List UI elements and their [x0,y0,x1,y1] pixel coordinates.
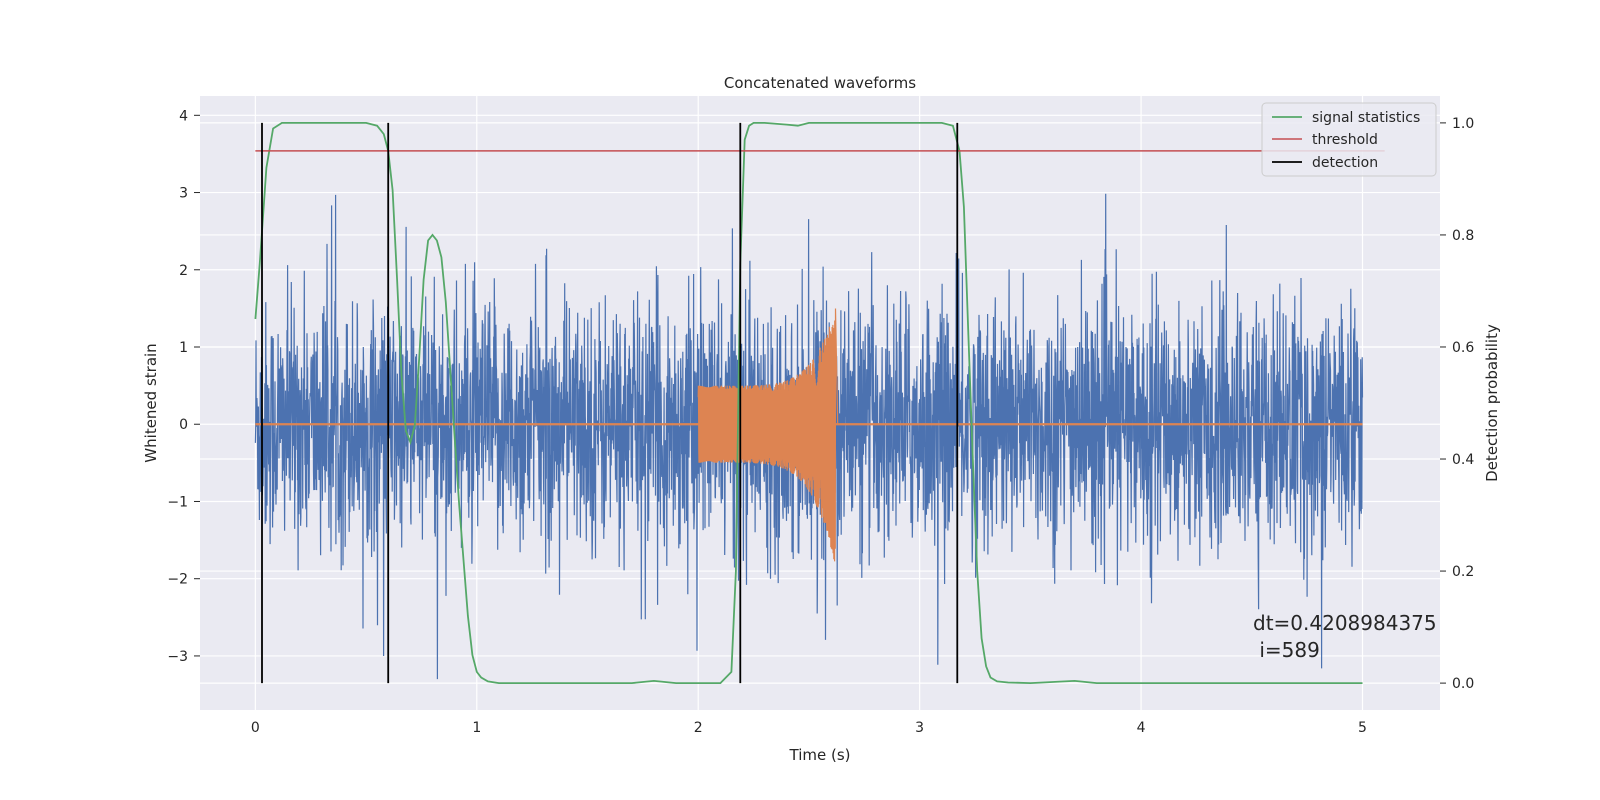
y-tick-label: 0 [179,417,188,433]
y-tick-label: 3 [179,186,188,202]
y-axis-label: Whitened strain [142,343,160,462]
x-tick-label: 3 [915,720,924,736]
y2-tick-label: 0.2 [1452,564,1474,580]
x-tick-label: 5 [1358,720,1367,736]
y-tick-label: −1 [167,494,188,510]
legend: signal statistics threshold detection [1261,102,1437,177]
chart-title: Concatenated waveforms [724,74,916,92]
annotation-index: i=589 [1253,638,1320,662]
y-tick-label: 4 [179,108,188,124]
y-axis-left: −3 −2 −1 0 1 2 3 4 [167,108,200,665]
y2-tick-label: 0.4 [1452,452,1474,468]
y2-tick-label: 0.0 [1452,676,1474,692]
template-series [697,308,839,562]
y-tick-label: 1 [179,340,188,356]
y-tick-label: −3 [167,649,188,665]
x-tick-label: 4 [1137,720,1146,736]
y2-tick-label: 0.8 [1452,228,1474,244]
x-tick-label: 2 [694,720,703,736]
y2-tick-label: 0.6 [1452,340,1474,356]
detection-series [261,122,959,684]
legend-label-signal-statistics: signal statistics [1312,110,1420,126]
annotation-dt: dt=0.4208984375 [1253,611,1437,635]
signal-statistics-series [254,122,1363,685]
y-tick-label: 2 [179,263,188,279]
y-tick-label: −2 [167,572,188,588]
y-axis-right: 0.0 0.2 0.4 0.6 0.8 1.0 [1440,116,1474,692]
legend-box [1261,102,1437,177]
y2-axis-label: Detection probability [1483,324,1501,482]
x-axis: 0 1 2 3 4 5 [251,720,1367,736]
plot-area [254,122,1385,685]
y2-tick-label: 1.0 [1452,116,1474,132]
legend-label-threshold: threshold [1312,132,1378,148]
legend-label-detection: detection [1312,155,1378,171]
x-axis-label: Time (s) [789,746,851,764]
x-tick-label: 0 [251,720,260,736]
x-tick-label: 1 [472,720,481,736]
